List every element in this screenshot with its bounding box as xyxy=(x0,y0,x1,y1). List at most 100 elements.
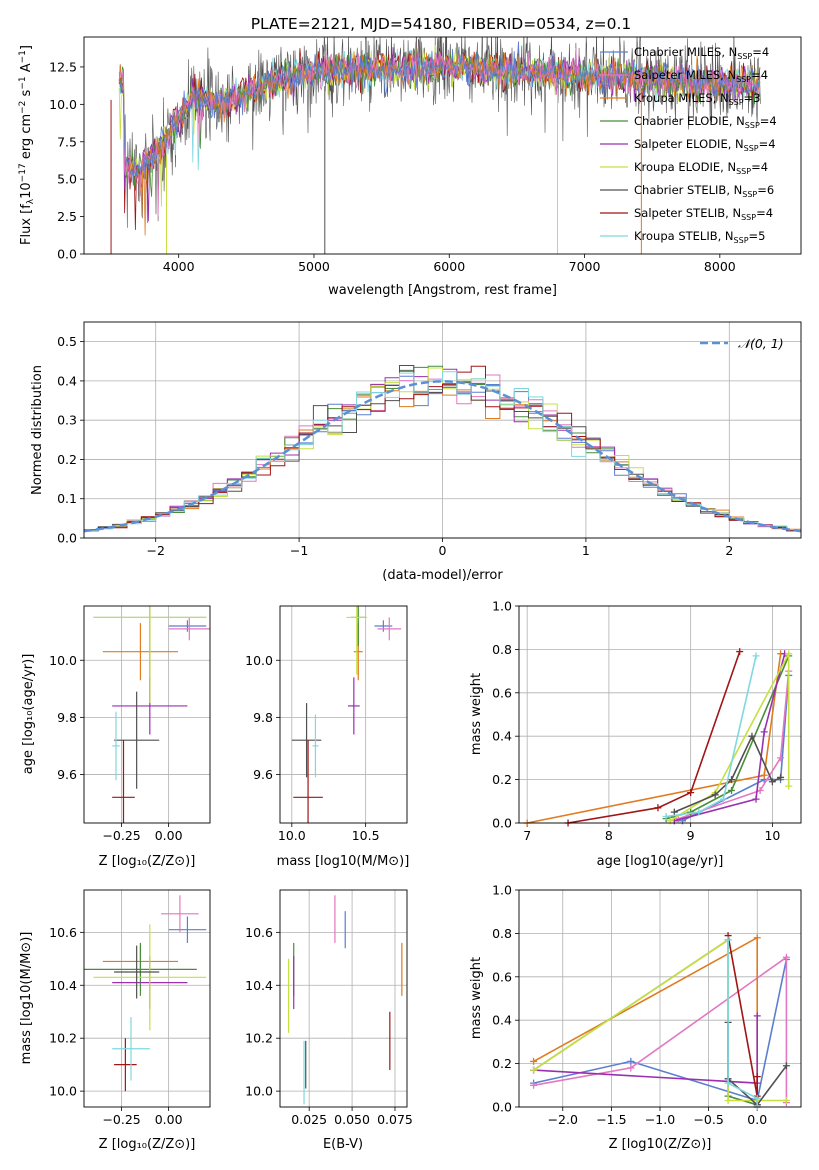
x-tick-label: −0.25 xyxy=(102,1112,140,1127)
x-tick-label: 0 xyxy=(439,543,447,558)
axes-spectrum: 4000 5000 6000 7000 8000 0.0 2.5 5.0 7.5 10.0 12.5 xyxy=(49,59,736,274)
point-marker xyxy=(724,1079,732,1087)
frame-hist xyxy=(83,321,802,539)
x-tick-label: 0.075 xyxy=(377,1112,413,1127)
y-tick-label: 10.6 xyxy=(245,925,273,940)
y-tick-label: 9.6 xyxy=(57,767,77,782)
point-marker xyxy=(530,1066,538,1074)
point-marker xyxy=(785,650,793,658)
y-tick-label: 0.4 xyxy=(492,729,512,744)
frame-age-vs-Z xyxy=(83,605,211,824)
point-marker xyxy=(752,652,760,660)
series-salpeter-miles xyxy=(678,671,790,820)
point-marker xyxy=(753,934,761,942)
series-kroupa-miles xyxy=(527,653,782,824)
point-marker xyxy=(785,782,793,790)
point-marker xyxy=(748,732,756,740)
y-tick-label: 0.0 xyxy=(57,247,77,262)
y-tick-label: 0.8 xyxy=(492,642,512,657)
series-salpeter-stelib xyxy=(727,935,758,1097)
y-axis-label: age [log₁₀(age/yr)] xyxy=(21,654,36,775)
spectrum-legend: Chabrier MILES, NSSP=4 Salpeter MILES, NS… xyxy=(600,45,777,245)
y-tick-label: 10.4 xyxy=(245,978,273,993)
y-tick-label: 1.0 xyxy=(492,599,512,614)
x-tick-label: −2.0 xyxy=(548,1112,578,1127)
frame-age-vs-mass xyxy=(279,605,408,824)
x-axis-label: Z [log₁₀(Z/Z⊙)] xyxy=(99,1137,196,1152)
point-marker xyxy=(782,1062,790,1070)
x-axis-label: Z [log10(Z/Z⊙)] xyxy=(609,1137,712,1152)
point-marker xyxy=(728,786,736,794)
normal-curve xyxy=(84,380,801,533)
axes-mass-weight-vs-age: 7 8 9 10 0.0 0.2 0.4 0.6 0.8 1.0 xyxy=(492,599,801,843)
point-marker xyxy=(728,776,736,784)
y-tick-label: 9.8 xyxy=(57,710,77,725)
axes-mass-vs-Z: −0.25 0.00 10.0 10.2 10.4 10.6 xyxy=(49,890,210,1127)
y-tick-label: 0.2 xyxy=(492,772,512,787)
point-marker xyxy=(782,1096,790,1104)
y-tick-label: 7.5 xyxy=(57,134,77,149)
point-marker xyxy=(724,1096,732,1104)
x-axis-label: (data-model)/error xyxy=(382,568,503,583)
point-marker xyxy=(627,1064,635,1072)
y-tick-label: 10.0 xyxy=(245,653,273,668)
point-marker xyxy=(777,773,785,781)
errorbars-age-vs-mass xyxy=(291,606,402,823)
x-tick-label: 5000 xyxy=(298,259,330,274)
point-marker xyxy=(752,795,760,803)
series-kroupa-stelib xyxy=(727,939,758,1107)
frame-mass-vs-Z xyxy=(83,889,211,1108)
series-kroupa-stelib xyxy=(665,655,757,818)
y-tick-label: 10.0 xyxy=(49,97,77,112)
x-tick-label: 6000 xyxy=(433,259,465,274)
axes-mass-vs-EBV: 0.025 0.050 0.075 10.0 10.2 10.4 10.6 xyxy=(245,890,413,1127)
series-chabrier-elodie xyxy=(665,655,790,820)
series-kroupa-elodie xyxy=(669,653,790,822)
errorbars-mass-vs-Z xyxy=(84,895,207,1092)
frame-mass-vs-EBV xyxy=(279,889,408,1108)
y-axis-label: Normed distribution xyxy=(30,365,45,495)
point-marker xyxy=(627,1057,635,1065)
model-chabrier-miles xyxy=(118,41,761,182)
point-marker xyxy=(736,648,744,656)
point-marker xyxy=(760,771,768,779)
point-marker xyxy=(695,808,703,816)
x-tick-label: 8 xyxy=(605,828,613,843)
y-tick-label: 1.0 xyxy=(492,883,512,898)
point-marker xyxy=(530,1057,538,1065)
x-tick-label: 9 xyxy=(687,828,695,843)
x-tick-label: 8000 xyxy=(704,259,736,274)
legend-entry: Kroupa ELODIE, NSSP=4 xyxy=(634,160,768,176)
x-tick-label: 4000 xyxy=(163,259,195,274)
legend-entry: Salpeter MILES, NSSP=4 xyxy=(634,68,768,84)
legend-entry: Salpeter ELODIE, NSSP=4 xyxy=(634,137,776,153)
x-tick-label: −1.5 xyxy=(596,1112,626,1127)
x-tick-label: −2 xyxy=(146,543,164,558)
lines-mass-weight-vs-age xyxy=(523,648,793,827)
point-marker xyxy=(753,1094,761,1102)
y-tick-label: 0.2 xyxy=(492,1056,512,1071)
y-tick-label: 0.2 xyxy=(57,452,77,467)
point-marker xyxy=(768,778,776,786)
y-axis-label: mass [log10(M/M⊙)] xyxy=(19,932,34,1065)
y-tick-label: 2.5 xyxy=(57,209,77,224)
legend-entry: Chabrier MILES, NSSP=4 xyxy=(634,45,769,61)
legend-entry: Chabrier ELODIE, NSSP=4 xyxy=(634,114,777,130)
y-tick-label: 10.6 xyxy=(49,925,77,940)
point-marker xyxy=(711,791,719,799)
x-tick-label: −1 xyxy=(290,543,308,558)
x-tick-label: −1.0 xyxy=(645,1112,675,1127)
series-salpeter-elodie xyxy=(533,1015,758,1107)
y-tick-label: 10.4 xyxy=(49,978,77,993)
x-axis-label: E(B-V) xyxy=(323,1137,363,1152)
point-marker xyxy=(670,808,678,816)
y-tick-label: 10.0 xyxy=(245,1084,273,1099)
x-tick-label: 0.050 xyxy=(334,1112,370,1127)
y-tick-label: 0.5 xyxy=(57,334,77,349)
y-tick-label: 10.2 xyxy=(245,1031,273,1046)
x-axis-label: mass [log10(M/M⊙)] xyxy=(277,854,410,869)
x-tick-label: 0.0 xyxy=(747,1112,767,1127)
axes-mass-weight-vs-Z: −2.0 −1.5 −1.0 −0.5 0.0 0.0 0.2 0.4 0.6 0.8 1.0 xyxy=(492,883,801,1127)
lines-mass-weight-vs-Z xyxy=(530,932,790,1111)
y-tick-label: 0.3 xyxy=(57,413,77,428)
